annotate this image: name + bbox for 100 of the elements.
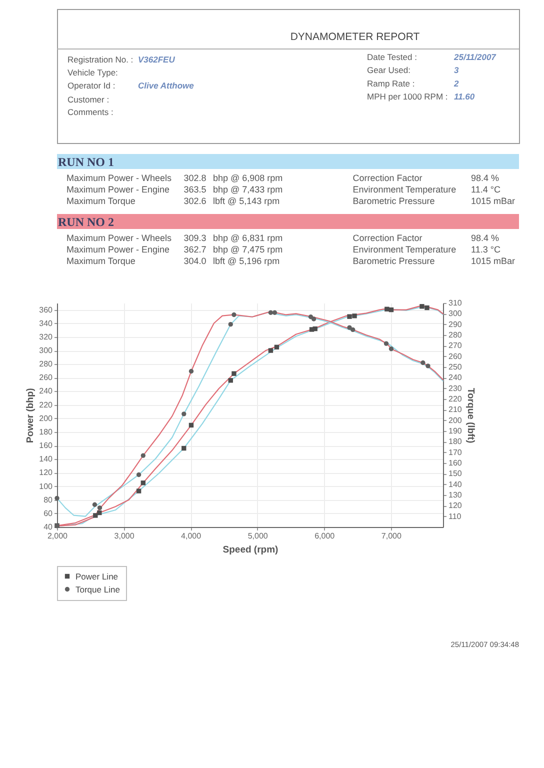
text: 11.60 [454,92,475,102]
y-tick-label: 360 [39,305,54,314]
point [272,310,278,315]
text: 302.8 [184,173,206,183]
point [93,513,98,518]
point [136,488,142,494]
text: Barometric Pressure [352,256,435,266]
text: Maximum Torque [66,256,136,266]
text: 304.0 [184,256,206,266]
text: MPH per 1000 RPM : [367,92,448,102]
y-tick-label: 320 [39,332,54,342]
text: RUN NO 1 [58,155,114,169]
x-tick-label: 4,000 [181,532,202,540]
y-tick-label: 240 [39,386,54,396]
y2-tick-label: 270 [448,341,462,350]
text: Maximum Power - Wheels [66,233,172,243]
x-tick-label: 6,000 [314,532,336,540]
text: Comments : [68,107,114,117]
point [268,310,274,315]
point [347,314,352,319]
point [312,326,318,332]
text: Maximum Torque [66,196,136,206]
x-tick-label: 7,000 [381,532,402,540]
point [232,312,236,318]
text: bhp @ 6,831 rpm [213,233,283,243]
text: 98.4 % [471,233,500,243]
text: 11.3 °C [471,244,501,255]
point [97,505,102,510]
point [384,306,390,312]
text: 362.7 [184,244,206,255]
y2-tick-label: 200 [448,416,462,425]
text: 363.5 [184,184,206,195]
y2-tick-label: 290 [448,320,462,329]
text: Customer : [68,94,110,104]
text: 2 [453,78,459,88]
point [420,304,424,309]
legend-label: Torque Line [76,584,120,594]
point [420,360,426,366]
y-axis-title: Power (bhp) [25,388,36,443]
text: Barometric Pressure [352,196,435,206]
text: RUN NO 2 [58,215,114,229]
y-tick-label: 180 [39,427,54,436]
point [188,422,194,428]
y-tick-label: 140 [39,454,54,464]
text: lbft @ 5,196 rpm [213,256,280,266]
y2-tick-label: 310 [448,298,462,308]
text: 302.6 [184,196,206,206]
x-tick-label: 3,000 [114,532,135,540]
x-tick-label: 2,000 [47,532,68,540]
text: V362FEU [138,54,176,65]
y-tick-label: 260 [39,373,54,382]
point [92,502,98,507]
y2-tick-label: 300 [448,309,462,318]
text: bhp @ 6,908 rpm [213,173,283,183]
x-axis-title: Speed (rpm) [222,544,278,556]
text: DYNAMOMETER REPORT [290,31,420,43]
text: Ramp Rate : [367,78,415,88]
point [97,510,102,516]
y-tick-label: 60 [44,508,54,518]
text: Correction Factor [352,173,422,183]
text: Maximum Power - Wheels [66,173,172,183]
point [182,446,186,451]
point [274,344,280,350]
y2-tick-label: 120 [448,501,462,510]
y-tick-label: 80 [44,495,54,504]
y-tick-label: 160 [39,441,54,450]
point [352,314,357,318]
y2-tick-label: 180 [448,437,462,446]
point [388,307,394,312]
text: Environment Temperature [352,244,456,255]
point [388,346,394,352]
y-tick-label: 200 [39,414,54,423]
text: 1015 mBar [471,196,516,206]
y2-tick-label: 250 [448,362,462,372]
y2-tick-label: 160 [448,458,462,468]
point [136,472,142,478]
point [54,496,60,501]
point [228,378,233,383]
y-tick-label: 40 [44,522,54,532]
y2-tick-label: 220 [448,394,462,404]
y2-tick-label: 190 [448,426,462,436]
y2-tick-label: 240 [448,373,462,382]
text: Registration No. : [68,54,134,65]
point [426,364,430,368]
text: lbft @ 5,143 rpm [213,196,280,206]
point [350,327,356,332]
y2-tick-label: 260 [448,352,462,361]
point [347,325,352,330]
text: 309.3 [184,233,206,243]
text: 25/11/2007 [453,52,498,62]
text: 11.4 °C [471,184,501,195]
text: Correction Factor [352,233,422,243]
y2-tick-label: 150 [448,469,462,478]
y-tick-label: 280 [39,360,54,369]
y2-tick-label: 210 [448,405,462,414]
text: Gear Used: [367,65,410,75]
point [268,348,274,353]
text: 98.4 % [471,173,500,183]
y2-axis-title: Torque (lbft) [464,388,476,444]
y-tick-label: 100 [39,482,54,491]
